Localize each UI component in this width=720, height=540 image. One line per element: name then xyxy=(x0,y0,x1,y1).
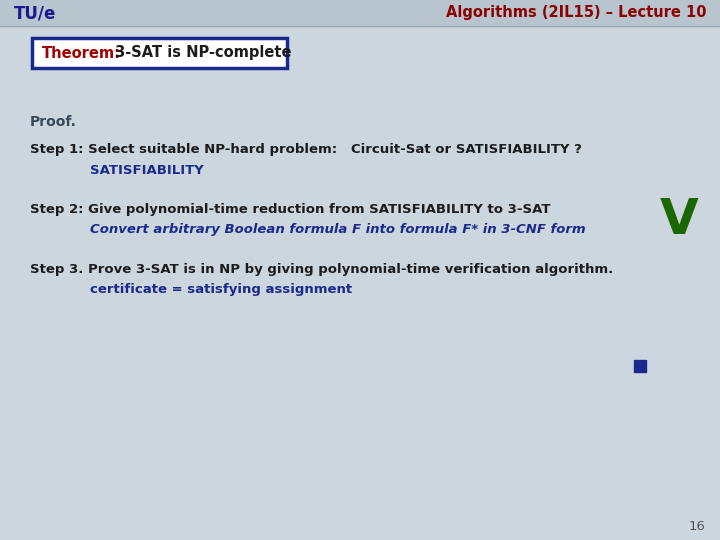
Text: certificate = satisfying assignment: certificate = satisfying assignment xyxy=(90,282,352,295)
FancyBboxPatch shape xyxy=(32,38,287,68)
Bar xyxy=(0,0,720,26)
Text: 3-SAT is NP-complete: 3-SAT is NP-complete xyxy=(110,45,292,60)
Text: 16: 16 xyxy=(688,519,706,532)
Text: Step 1: Select suitable NP-hard problem:   Circuit-Sat or SATISFIABILITY ?: Step 1: Select suitable NP-hard problem:… xyxy=(30,144,582,157)
Text: Algorithms (2IL15) – Lecture 10: Algorithms (2IL15) – Lecture 10 xyxy=(446,5,706,21)
Text: V: V xyxy=(660,196,698,244)
Text: TU/e: TU/e xyxy=(14,4,56,22)
Text: Step 2: Give polynomial-time reduction from SATISFIABILITY to 3-SAT: Step 2: Give polynomial-time reduction f… xyxy=(30,204,551,217)
Text: Step 3. Prove 3-SAT is in NP by giving polynomial-time verification algorithm.: Step 3. Prove 3-SAT is in NP by giving p… xyxy=(30,264,613,276)
Bar xyxy=(634,360,646,372)
Text: Theorem:: Theorem: xyxy=(42,45,121,60)
Text: SATISFIABILITY: SATISFIABILITY xyxy=(90,164,204,177)
Text: Proof.: Proof. xyxy=(30,115,77,129)
Text: Convert arbitrary Boolean formula F into formula F* in 3-CNF form: Convert arbitrary Boolean formula F into… xyxy=(90,222,585,235)
